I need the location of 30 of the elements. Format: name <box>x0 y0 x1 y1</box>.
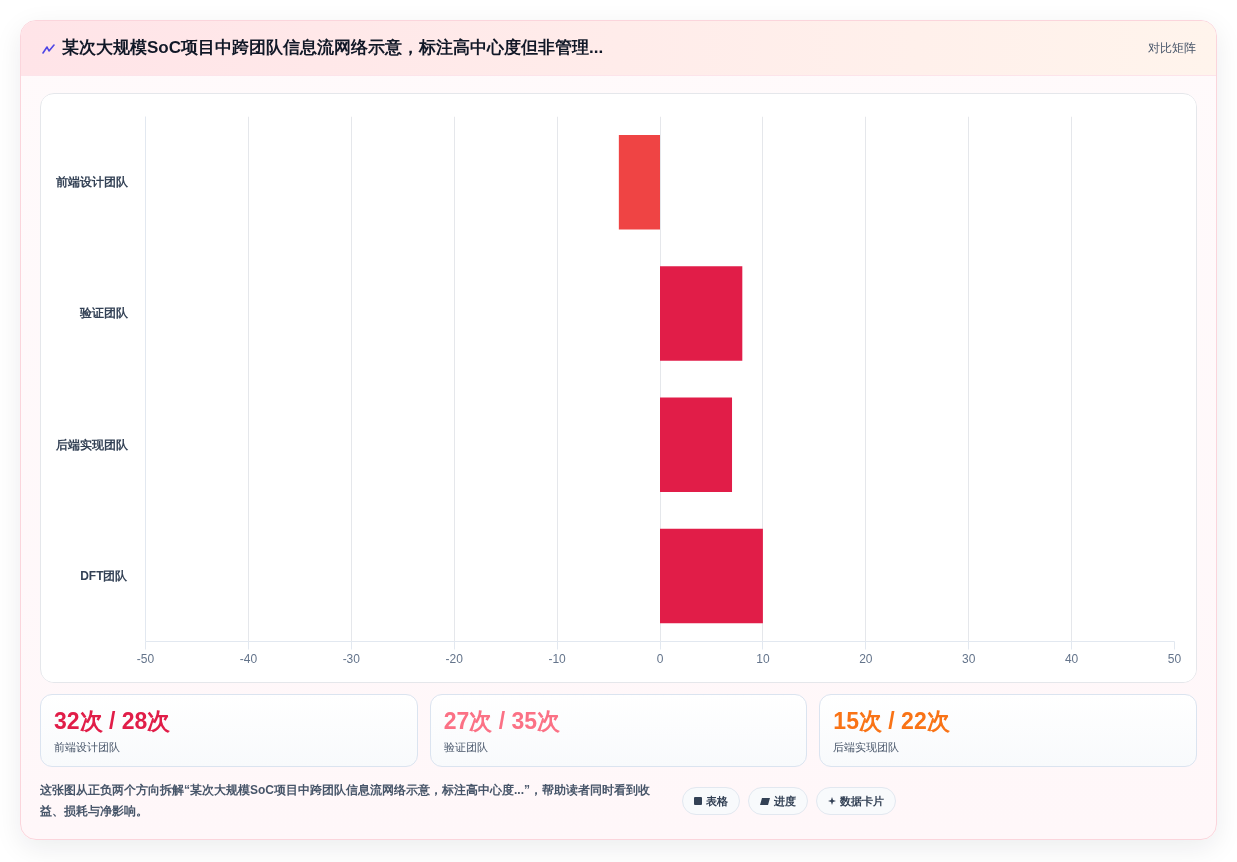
x-tick-label: 0 <box>656 651 664 666</box>
text: 这张图从正负两个方向拆解“某次大规模SoC项目中跨团队信息流网络示意，标注高中心度...”，帮助读者同时看到收益、损耗与净影响。 <box>40 782 651 820</box>
x-tick-label: -10 <box>548 651 567 666</box>
y-tick-label: 前端设计团队 <box>54 175 129 190</box>
x-tick-label: -40 <box>239 651 258 666</box>
bar <box>660 528 763 624</box>
x-tick-label: -50 <box>136 651 155 666</box>
x-tick-label: 50 <box>1167 651 1182 666</box>
x-tick-label: 30 <box>962 651 976 666</box>
text: 32次 / 28次 <box>54 707 172 736</box>
text: 27次 / 35次 <box>443 707 561 736</box>
text: 对比矩阵 <box>1148 40 1196 57</box>
text: 后端实现团队 <box>833 740 901 755</box>
x-tick-label: -20 <box>445 651 464 666</box>
text: 表格 <box>706 793 728 809</box>
text: 数据卡片 <box>840 793 884 809</box>
text: 15次 / 22次 <box>833 707 951 736</box>
x-tick-label: -30 <box>342 651 361 666</box>
bar <box>618 134 660 230</box>
text: 验证团队 <box>443 740 489 755</box>
x-tick-label: 10 <box>756 651 770 666</box>
bar <box>660 266 743 361</box>
bar <box>660 397 733 492</box>
text: 进度 <box>774 793 796 809</box>
x-tick-label: 40 <box>1064 651 1079 666</box>
x-tick-label: 20 <box>859 651 873 666</box>
y-tick-label: DFT团队 <box>80 568 129 583</box>
y-tick-label: 验证团队 <box>78 306 129 321</box>
y-tick-label: 后端实现团队 <box>54 437 129 452</box>
chart-title: 某次大规模SoC项目中跨团队信息流网络示意，标注高中心度但非管理... <box>62 37 604 59</box>
